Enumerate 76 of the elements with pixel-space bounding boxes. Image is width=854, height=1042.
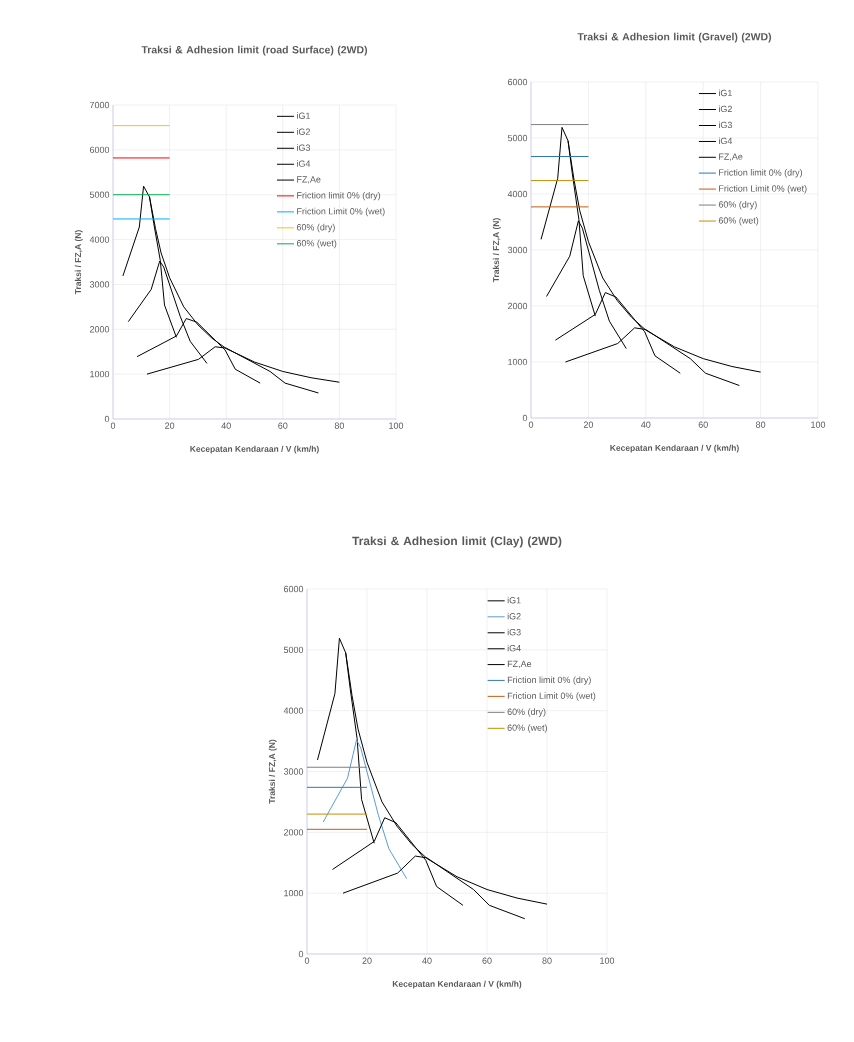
legend-label: iG1 (297, 112, 310, 119)
legend-label: 60% (dry) (296, 223, 335, 233)
x-tick-label: 100 (600, 957, 615, 964)
legend-label: 60% (dry) (718, 201, 757, 210)
y-tick-label: 0 (104, 415, 110, 423)
x-tick-label: 20 (165, 422, 175, 429)
y-tick-label: 5000 (283, 646, 304, 654)
y-tick-label: 2000 (283, 829, 304, 836)
legend-label: Friction limit 0% (dry) (719, 169, 803, 178)
legend-label: Friction Limit 0% (wet) (297, 207, 385, 217)
legend-label: iG1 (719, 89, 732, 97)
legend-label: 60% (wet) (718, 217, 759, 226)
legend-label: 60% (wet) (296, 239, 337, 249)
x-tick-label: 80 (334, 422, 345, 429)
legend-label: iG3 (297, 144, 311, 151)
x-tick-label: 20 (583, 421, 594, 428)
legend-label: iG4 (719, 137, 733, 145)
legend-label: FZ,Ae (719, 153, 743, 161)
x-tick-label: 40 (422, 957, 432, 964)
legend-label: 60% (dry) (507, 708, 546, 717)
legend-label: Friction limit 0% (dry) (297, 191, 381, 201)
legend-label: iG1 (507, 596, 521, 604)
y-tick-label: 6000 (507, 78, 528, 86)
x-axis-title: Kecepatan Kendaraan / V (km/h) (190, 445, 319, 454)
y-tick-label: 6000 (283, 585, 304, 593)
y-tick-label: 0 (522, 414, 528, 422)
legend-label: Friction Limit 0% (wet) (507, 692, 596, 701)
y-axis-title: Traksi / FZ,A (N) (74, 230, 83, 295)
legend-label: iG4 (507, 644, 521, 652)
y-tick-label: 6000 (89, 146, 110, 154)
x-tick-label: 60 (278, 422, 288, 429)
chart-title: Traksi & Adhesion limit (Clay) (2WD) (352, 536, 562, 548)
y-tick-label: 7000 (89, 101, 110, 109)
legend-label: 60% (wet) (507, 724, 547, 733)
legend-label: iG2 (507, 612, 521, 620)
y-tick-label: 1000 (90, 370, 110, 378)
legend-label: Friction limit 0% (dry) (507, 676, 591, 685)
y-axis-title: Traksi / FZ,A (N) (492, 218, 501, 283)
y-axis-title: Traksi / FZ,A (N) (268, 739, 277, 804)
y-tick-label: 1000 (508, 358, 528, 366)
x-tick-label: 100 (811, 421, 826, 428)
x-tick-label: 40 (641, 421, 651, 428)
y-tick-label: 5000 (89, 191, 110, 198)
legend-label: FZ,Ae (297, 176, 321, 184)
x-tick-label: 20 (362, 957, 372, 964)
y-tick-label: 1000 (284, 890, 304, 897)
legend-label: iG2 (719, 105, 732, 113)
x-tick-label: 60 (482, 957, 492, 964)
legend-label: iG2 (297, 128, 310, 135)
x-tick-label: 80 (756, 421, 766, 428)
x-tick-label: 40 (221, 422, 231, 429)
y-tick-label: 0 (298, 950, 304, 958)
legend-label: iG4 (297, 160, 311, 167)
x-axis-title: Kecepatan Kendaraan / V (km/h) (392, 980, 522, 989)
x-axis-title: Kecepatan Kendaraan / V (km/h) (610, 444, 739, 453)
y-tick-label: 2000 (507, 302, 528, 310)
legend-label: iG3 (719, 121, 732, 129)
x-tick-label: 0 (110, 422, 116, 429)
x-tick-label: 80 (542, 957, 552, 964)
legend-label: Friction Limit 0% (wet) (719, 185, 807, 194)
y-tick-label: 4000 (507, 190, 528, 198)
y-tick-label: 4000 (283, 707, 304, 714)
x-tick-label: 100 (389, 422, 404, 429)
x-tick-label: 0 (304, 957, 310, 964)
legend-label: iG3 (507, 628, 521, 636)
y-tick-label: 5000 (507, 134, 528, 142)
y-tick-label: 4000 (89, 236, 110, 243)
chart-title: Traksi & Adhesion limit (Gravel) (2WD) (577, 32, 772, 43)
chart-title: Traksi & Adhesion limit (road Surface) (2WD) (141, 45, 368, 56)
legend-label: FZ,Ae (507, 660, 532, 669)
y-tick-label: 3000 (283, 768, 304, 775)
y-tick-label: 3000 (89, 281, 110, 288)
x-tick-label: 0 (528, 421, 534, 428)
y-tick-label: 2000 (89, 326, 110, 333)
y-tick-label: 3000 (507, 246, 528, 254)
x-tick-label: 60 (698, 421, 708, 428)
